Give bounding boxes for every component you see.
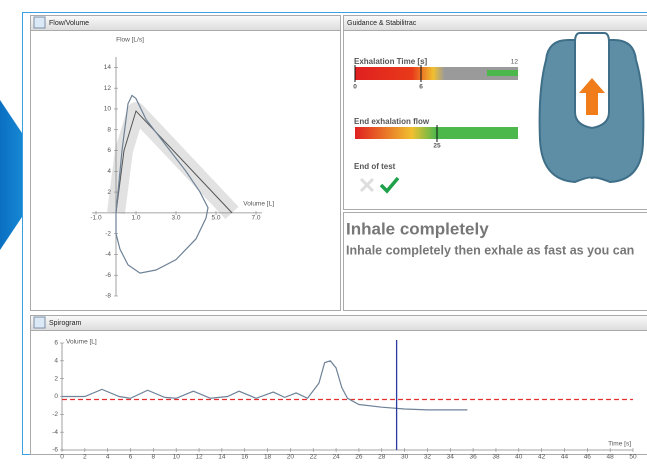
x-tick-label: 48 (607, 454, 615, 461)
y-tick-label: -6 (52, 447, 58, 454)
x-tick-label: 2 (83, 454, 87, 461)
x-tick-label: 10 (173, 454, 181, 461)
message-title: Inhale completely (346, 219, 489, 238)
y-tick-label: 10 (104, 106, 112, 113)
panel-header (30, 15, 341, 31)
y-axis-label: Volume [L] (66, 339, 97, 346)
gauge-tick-label: 6 (419, 84, 423, 91)
y-tick-label: 8 (107, 126, 111, 133)
panel-message (343, 212, 647, 311)
x-tick-label: 28 (378, 454, 386, 461)
y-tick-label: -4 (105, 251, 111, 258)
x-tick-label: 40 (515, 454, 523, 461)
y-tick-label: 4 (54, 358, 58, 365)
gauge-tick-label: 0 (353, 84, 357, 91)
x-tick-label: 14 (218, 454, 226, 461)
y-tick-label: 2 (107, 189, 111, 196)
y-tick-label: -4 (52, 429, 58, 436)
y-tick-label: 4 (107, 168, 111, 175)
y-tick-label: -8 (105, 293, 111, 300)
panel-spirogram (30, 315, 647, 455)
y-tick-label: 6 (107, 147, 111, 154)
x-tick-label: 36 (470, 454, 478, 461)
curve (115, 110, 233, 214)
panel-header (30, 315, 647, 331)
panel-title: Spirogram (49, 320, 81, 327)
curve (62, 360, 468, 411)
y-tick-label: 0 (54, 393, 58, 400)
gauge-label: End exhalation flow (354, 117, 430, 126)
x-tick-label: 24 (332, 454, 340, 461)
panel-title: Flow/Volume (49, 20, 89, 27)
y-tick-label: -2 (52, 411, 58, 418)
y-axis-label: Flow [L/s] (116, 37, 144, 44)
x-tick-label: -1.0 (90, 215, 102, 222)
x-tick-label: 12 (195, 454, 203, 461)
y-tick-label: -2 (105, 230, 111, 237)
x-tick-label: 1.0 (131, 215, 140, 222)
y-tick-label: 14 (104, 64, 112, 71)
x-tick-label: 46 (584, 454, 592, 461)
icon-cancel[interactable] (359, 177, 375, 193)
x-tick-label: 30 (401, 454, 409, 461)
x-tick-label: 16 (241, 454, 249, 461)
panel-icon[interactable] (33, 316, 46, 329)
panel-header (343, 15, 647, 31)
x-tick-label: 34 (447, 454, 455, 461)
gauge-label: Exhalation Time [s] (354, 57, 428, 66)
x-tick-label: 0 (60, 454, 64, 461)
status-label: End of test (354, 162, 396, 171)
x-axis-label: Volume [L] (243, 201, 274, 208)
lung-icon (538, 32, 645, 184)
panel-icon[interactable] (33, 16, 46, 29)
x-tick-label: 22 (310, 454, 318, 461)
x-tick-label: 6 (129, 454, 133, 461)
curve (115, 94, 209, 274)
panel-title: Guidance & Stabilitrac (347, 20, 417, 27)
gauge-bar (355, 67, 518, 80)
x-tick-label: 20 (287, 454, 295, 461)
y-tick-label: 6 (54, 340, 58, 347)
x-tick-label: 42 (538, 454, 546, 461)
y-tick-label: -6 (105, 272, 111, 279)
icon-accept[interactable] (379, 176, 400, 194)
x-tick-label: 7.0 (251, 215, 260, 222)
x-tick-label: 4 (106, 454, 110, 461)
gauge-target (487, 70, 518, 76)
y-tick-label: 12 (104, 85, 112, 92)
x-axis-label: Time [s] (608, 441, 631, 448)
y-tick-label: 2 (54, 375, 58, 382)
message-text: Inhale completely then exhale as fast as… (346, 243, 634, 257)
x-tick-label: 3.0 (171, 215, 180, 222)
x-tick-label: 38 (492, 454, 500, 461)
x-tick-label: 5.0 (211, 215, 220, 222)
x-tick-label: 44 (561, 454, 569, 461)
x-tick-label: 18 (264, 454, 272, 461)
gauge-max-label: 12 (511, 59, 519, 66)
x-tick-label: 26 (355, 454, 363, 461)
x-tick-label: 50 (629, 454, 637, 461)
gauge-marker-label: 25 (433, 143, 441, 150)
x-tick-label: 8 (152, 454, 156, 461)
x-tick-label: 32 (424, 454, 432, 461)
